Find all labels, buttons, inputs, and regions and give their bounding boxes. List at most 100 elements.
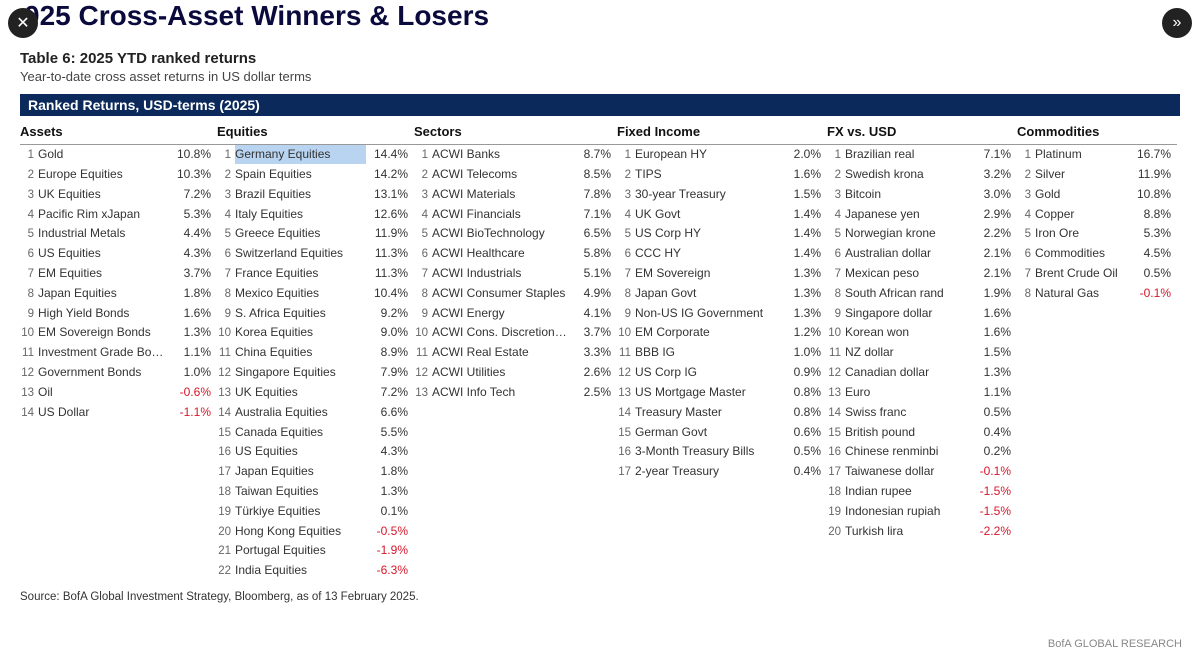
table-row: 18Taiwan Equities1.3%	[217, 482, 408, 502]
row-value: 2.0%	[779, 145, 821, 164]
rank: 16	[617, 444, 635, 462]
table-row: 4Copper8.8%	[1017, 205, 1171, 225]
row-value: 8.5%	[569, 165, 611, 184]
row-label: 3-Month Treasury Bills	[635, 442, 779, 461]
table-row: 14Treasury Master0.8%	[617, 403, 821, 423]
row-label: TIPS	[635, 165, 779, 184]
row-value: 6.6%	[366, 403, 408, 422]
table-row: 12ACWI Utilities2.6%	[414, 363, 611, 383]
row-label: Brent Crude Oil	[1035, 264, 1129, 283]
row-label: Indonesian rupiah	[845, 502, 969, 521]
rank: 4	[20, 207, 38, 225]
row-label: Mexican peso	[845, 264, 969, 283]
row-value: -1.5%	[969, 482, 1011, 501]
row-label: ACWI Consumer Staples	[432, 284, 569, 303]
row-label: Singapore Equities	[235, 363, 366, 382]
row-label: CCC HY	[635, 244, 779, 263]
row-value: 8.8%	[1129, 205, 1171, 224]
rank: 7	[414, 266, 432, 284]
row-value: 5.5%	[366, 423, 408, 442]
row-label: Oil	[38, 383, 169, 402]
rank: 5	[827, 226, 845, 244]
row-label: EM Sovereign	[635, 264, 779, 283]
rank: 8	[617, 286, 635, 304]
rank: 14	[217, 405, 235, 423]
row-value: 2.5%	[569, 383, 611, 402]
row-value: 0.1%	[366, 502, 408, 521]
row-value: -0.1%	[969, 462, 1011, 481]
rank: 3	[414, 187, 432, 205]
rank: 12	[414, 365, 432, 383]
table-row: 13Oil-0.6%	[20, 383, 211, 403]
table-row: 10Korean won1.6%	[827, 323, 1011, 343]
row-value: 10.8%	[1129, 185, 1171, 204]
table-row: 1Platinum16.7%	[1017, 145, 1171, 165]
row-value: 5.1%	[569, 264, 611, 283]
row-label: UK Equities	[235, 383, 366, 402]
rank: 2	[827, 167, 845, 185]
row-value: -2.2%	[969, 522, 1011, 541]
rank: 5	[414, 226, 432, 244]
table-row: 8ACWI Consumer Staples4.9%	[414, 284, 611, 304]
rank: 7	[1017, 266, 1035, 284]
brand-footer: BofA GLOBAL RESEARCH	[1048, 638, 1182, 650]
row-value: 6.5%	[569, 224, 611, 243]
rank: 3	[217, 187, 235, 205]
row-label: ACWI Energy	[432, 304, 569, 323]
rank: 13	[414, 385, 432, 403]
table-row: 16Chinese renminbi0.2%	[827, 442, 1011, 462]
row-value: 11.9%	[1129, 165, 1171, 184]
table-row: 5ACWI BioTechnology6.5%	[414, 224, 611, 244]
rank: 9	[217, 306, 235, 324]
row-label: German Govt	[635, 423, 779, 442]
rank: 3	[617, 187, 635, 205]
column-body: 1European HY2.0%2TIPS1.6%330-year Treasu…	[617, 145, 827, 581]
row-value: 4.4%	[169, 224, 211, 243]
row-label: Europe Equities	[38, 165, 169, 184]
row-label: Norwegian krone	[845, 224, 969, 243]
row-label: Canadian dollar	[845, 363, 969, 382]
row-label: ACWI Telecoms	[432, 165, 569, 184]
next-button[interactable]: »	[1162, 8, 1192, 38]
table-row: 4Japanese yen2.9%	[827, 205, 1011, 225]
rank: 19	[827, 504, 845, 522]
row-value: 1.6%	[779, 165, 821, 184]
table-row: 6Commodities4.5%	[1017, 244, 1171, 264]
row-label: Euro	[845, 383, 969, 402]
row-label: UK Equities	[38, 185, 169, 204]
row-value: 3.0%	[969, 185, 1011, 204]
rank: 17	[217, 464, 235, 482]
rank: 13	[217, 385, 235, 403]
row-value: 14.2%	[366, 165, 408, 184]
rank: 11	[217, 345, 235, 363]
table-row: 3Bitcoin3.0%	[827, 185, 1011, 205]
row-value: 1.6%	[169, 304, 211, 323]
row-value: 4.3%	[366, 442, 408, 461]
row-value: 0.5%	[1129, 264, 1171, 283]
prev-button[interactable]: ✕	[8, 8, 38, 38]
row-label: EM Sovereign Bonds	[38, 323, 169, 342]
row-value: 10.4%	[366, 284, 408, 303]
table-row: 3Brazil Equities13.1%	[217, 185, 408, 205]
table-row: 14Swiss franc0.5%	[827, 403, 1011, 423]
row-value: 1.3%	[779, 284, 821, 303]
row-label: France Equities	[235, 264, 366, 283]
row-label: ACWI Materials	[432, 185, 569, 204]
row-label: Swiss franc	[845, 403, 969, 422]
rank: 9	[827, 306, 845, 324]
row-value: 0.2%	[969, 442, 1011, 461]
row-label: Iron Ore	[1035, 224, 1129, 243]
rank: 6	[617, 246, 635, 264]
table-row: 21Portugal Equities-1.9%	[217, 541, 408, 561]
row-label: UK Govt	[635, 205, 779, 224]
row-value: 4.3%	[169, 244, 211, 263]
rank: 11	[827, 345, 845, 363]
row-value: 13.1%	[366, 185, 408, 204]
row-label: Hong Kong Equities	[235, 522, 366, 541]
row-value: 10.3%	[169, 165, 211, 184]
row-value: 3.7%	[169, 264, 211, 283]
rank: 2	[414, 167, 432, 185]
table-row: 5US Corp HY1.4%	[617, 224, 821, 244]
table-row: 1Gold10.8%	[20, 145, 211, 165]
table-row: 330-year Treasury1.5%	[617, 185, 821, 205]
